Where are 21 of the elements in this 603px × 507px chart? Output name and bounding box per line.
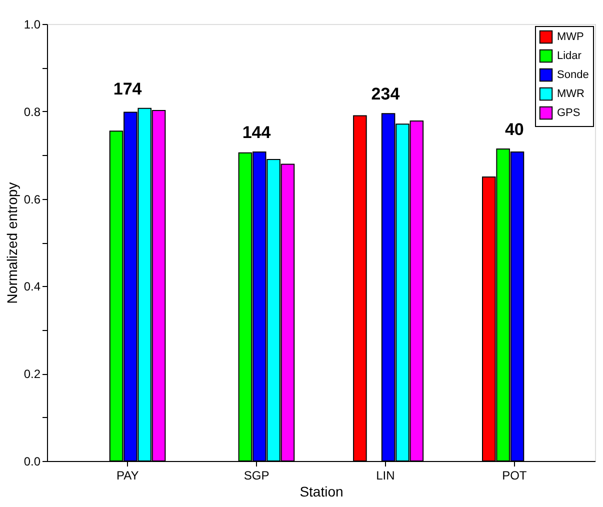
annotation: 40 <box>504 120 524 139</box>
legend-label: Sonde <box>557 69 589 81</box>
x-axis-title: Station <box>300 484 344 500</box>
annotation: 174 <box>113 79 142 98</box>
y-tick-label: 0.2 <box>24 367 41 382</box>
legend-label: MWP <box>557 31 584 43</box>
legend-label: GPS <box>557 107 580 119</box>
y-tick-label: 1.0 <box>24 18 41 32</box>
x-tick-label: LIN <box>376 468 395 482</box>
legend-label: MWR <box>557 88 585 100</box>
x-tick-label: SGP <box>244 468 270 482</box>
y-tick-label: 0.8 <box>24 104 41 119</box>
annotation: 144 <box>242 123 272 142</box>
x-tick-label: PAY <box>116 468 139 482</box>
x-tick-label: POT <box>502 468 528 482</box>
y-axis-title: Normalized entropy <box>4 182 20 304</box>
annotation: 234 <box>371 84 400 104</box>
legend-label: Lidar <box>557 50 582 62</box>
y-tick-label: 0.4 <box>24 280 41 294</box>
y-tick-label: 0.6 <box>24 192 41 206</box>
y-tick-label: 0.0 <box>24 454 41 468</box>
